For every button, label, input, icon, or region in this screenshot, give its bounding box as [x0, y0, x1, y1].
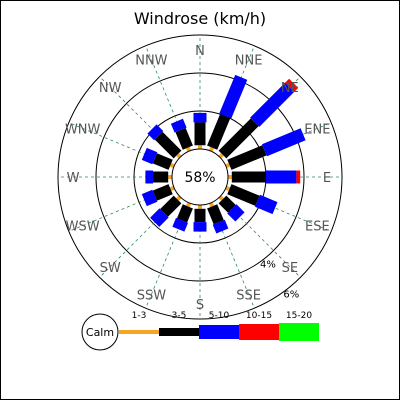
- legend-label-1-3: 1-3: [132, 311, 147, 321]
- bar-nw-1-3: [176, 153, 182, 159]
- direction-label-ese: ESE: [305, 220, 330, 235]
- direction-label-n: N: [195, 44, 205, 59]
- direction-label-sse: SSE: [236, 288, 261, 303]
- legend-label-3-5: 3-5: [172, 311, 187, 321]
- legend: Calm 1-3 3-5 5-10 10-15 15-20: [81, 311, 319, 351]
- direction-label-ene: ENE: [304, 122, 330, 137]
- bar-ene-5-10: [261, 128, 306, 157]
- bar-wsw-5-10: [141, 189, 158, 207]
- direction-label-s: S: [196, 298, 204, 313]
- bar-ne-1-3: [218, 153, 224, 159]
- legend-label-5-10: 5-10: [209, 311, 230, 321]
- bar-sse-1-3: [208, 202, 215, 208]
- bar-sse-5-10: [212, 219, 229, 234]
- direction-label-e: E: [323, 171, 331, 186]
- ring-4: [95, 72, 305, 282]
- bar-nne-3-5: [207, 113, 231, 150]
- bar-ssw-3-5: [176, 204, 193, 223]
- direction-label-nnw: NNW: [135, 54, 167, 69]
- legend-calm-circle: [81, 313, 119, 351]
- bar-ene-1-3: [225, 162, 231, 169]
- calm-circle: [171, 148, 229, 206]
- legend-swatch-5-10: [199, 325, 239, 339]
- ring-label-4pct: 4%: [260, 260, 276, 271]
- bar-ene-3-5: [227, 145, 267, 170]
- direction-label-wsw: WSW: [66, 220, 100, 235]
- legend-swatch-10-15: [239, 324, 279, 340]
- bar-ese-3-5: [227, 184, 260, 206]
- bar-ssw-5-10: [172, 217, 189, 232]
- direction-label-se: SE: [282, 261, 298, 276]
- direction-label-sw: SW: [100, 261, 121, 276]
- bar-ne-10-15: [285, 78, 299, 92]
- bar-sw-1-3: [176, 195, 182, 201]
- bar-wnw-5-10: [141, 147, 158, 165]
- bar-nnw-3-5: [175, 127, 193, 150]
- bar-sw-5-10: [150, 208, 169, 227]
- legend-calm-label: Calm: [86, 326, 114, 339]
- bar-ssw-1-3: [185, 202, 192, 208]
- direction-label-wnw: WNW: [65, 122, 101, 137]
- direction-label-ssw: SSW: [137, 288, 167, 303]
- bar-wnw-3-5: [152, 153, 173, 170]
- bar-sse-3-5: [207, 204, 224, 225]
- legend-swatch-3-5: [159, 328, 199, 336]
- direction-label-w: W: [67, 171, 80, 186]
- bar-group: [141, 74, 306, 234]
- legend-label-10-15: 10-15: [246, 311, 272, 321]
- bar-nnw-5-10: [170, 118, 187, 133]
- direction-label-group: N NNE NE ENE E ESE SE SSE S SSW SW WSW W WNW NW NNW: [65, 44, 331, 313]
- legend-swatch-15-20: [279, 323, 319, 341]
- bar-ese-5-10: [254, 194, 278, 215]
- bar-se-5-10: [227, 204, 245, 222]
- ring-label-6pct: 6%: [283, 289, 299, 300]
- bar-wsw-3-5: [152, 184, 173, 201]
- bar-nne-5-10: [219, 74, 248, 119]
- bar-ne-3-5: [218, 118, 259, 159]
- bar-wnw-1-3: [169, 162, 175, 169]
- ring-6: [57, 34, 343, 320]
- legend-label-15-20: 15-20: [286, 311, 312, 321]
- direction-label-nw: NW: [99, 81, 122, 96]
- bar-nnw-1-3: [185, 146, 192, 152]
- bar-se-3-5: [218, 195, 236, 213]
- direction-label-ne: NE: [281, 81, 299, 96]
- bar-se-1-3: [218, 195, 224, 201]
- bar-nw-5-10: [147, 124, 164, 141]
- bar-nw-3-5: [154, 131, 182, 159]
- legend-swatch-1-3: [119, 330, 159, 334]
- bar-nne-1-3: [208, 146, 215, 152]
- bar-ese-1-3: [225, 185, 231, 192]
- chart-title: Windrose (km/h): [134, 9, 266, 28]
- direction-label-nne: NNE: [235, 54, 263, 69]
- bar-wsw-1-3: [169, 185, 175, 192]
- calm-percent-label: 58%: [184, 170, 215, 186]
- bar-ne-5-10: [250, 82, 295, 127]
- ring-label-group: 4% 6%: [260, 260, 299, 301]
- bar-sw-3-5: [160, 195, 182, 217]
